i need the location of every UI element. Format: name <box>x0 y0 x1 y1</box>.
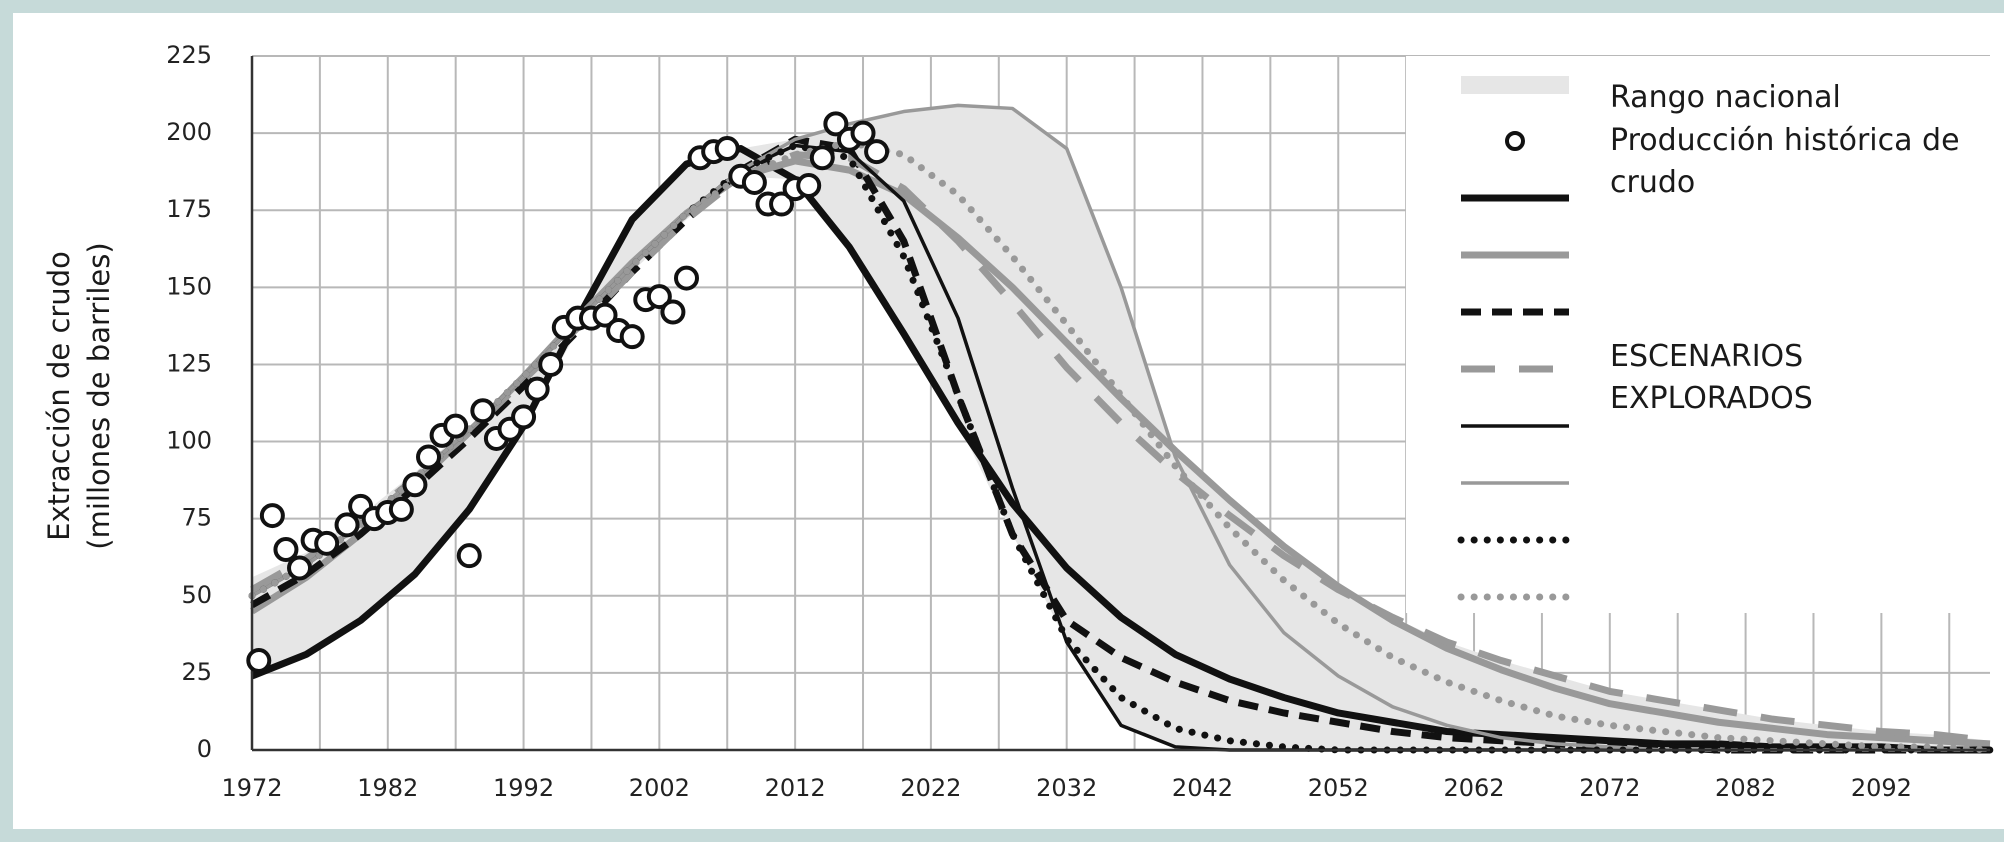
x-tick-label: 1972 <box>221 774 282 802</box>
data-point <box>619 324 645 350</box>
y-tick-label: 175 <box>166 195 212 223</box>
annotation: ESCENARIOS EXPLORADOS <box>1610 339 1813 416</box>
data-point <box>456 543 482 569</box>
data-point <box>511 404 537 430</box>
x-tick-label: 2032 <box>1036 774 1097 802</box>
x-tick-label: 1982 <box>357 774 418 802</box>
y-axis-label: Extracción de crudo (millones de barrile… <box>42 242 116 550</box>
x-tick-label: 2002 <box>629 774 690 802</box>
legend-background <box>1406 56 1990 613</box>
x-tick-label: 2042 <box>1172 774 1233 802</box>
data-point <box>850 120 876 146</box>
y-tick-label: 125 <box>166 349 212 377</box>
x-tick-label: 2012 <box>765 774 826 802</box>
legend-label: Producción histórica de crudo <box>1610 123 1960 200</box>
y-tick-label: 25 <box>181 658 212 686</box>
x-tick-label: 2092 <box>1851 774 1912 802</box>
x-tick-label: 2072 <box>1579 774 1640 802</box>
x-tick-label: 2022 <box>900 774 961 802</box>
data-point <box>470 398 496 424</box>
data-point <box>334 512 360 538</box>
y-tick-label: 200 <box>166 118 212 146</box>
legend-label: Rango nacional <box>1610 80 1841 115</box>
legend-swatch <box>1461 76 1569 94</box>
x-tick-label: 2062 <box>1443 774 1504 802</box>
range-band <box>252 105 1990 750</box>
x-tick-label: 2052 <box>1308 774 1369 802</box>
y-tick-label: 150 <box>166 272 212 300</box>
data-point <box>259 503 285 529</box>
data-point <box>592 302 618 328</box>
legend-swatch <box>1505 131 1525 151</box>
data-point <box>823 111 849 137</box>
line-series <box>248 138 1994 754</box>
data-point <box>443 413 469 439</box>
data-point <box>741 169 767 195</box>
data-point <box>714 136 740 162</box>
x-tick-label: 1992 <box>493 774 554 802</box>
data-point <box>809 145 835 171</box>
y-tick-label: 225 <box>166 41 212 69</box>
data-point <box>314 530 340 556</box>
data-point <box>273 537 299 563</box>
data-point <box>538 351 564 377</box>
x-tick-label: 2082 <box>1715 774 1776 802</box>
data-point <box>388 496 414 522</box>
data-point <box>402 472 428 498</box>
data-point <box>416 444 442 470</box>
data-point <box>646 284 672 310</box>
data-point <box>287 555 313 581</box>
data-point <box>660 299 686 325</box>
y-tick-label: 75 <box>181 504 212 532</box>
data-point <box>864 139 890 165</box>
y-tick-label: 100 <box>166 427 212 455</box>
data-point <box>524 376 550 402</box>
data-point <box>769 191 795 217</box>
y-tick-label: 50 <box>181 581 212 609</box>
data-point <box>246 648 272 674</box>
data-point <box>796 173 822 199</box>
data-point <box>674 265 699 291</box>
y-tick-label: 0 <box>197 735 212 763</box>
